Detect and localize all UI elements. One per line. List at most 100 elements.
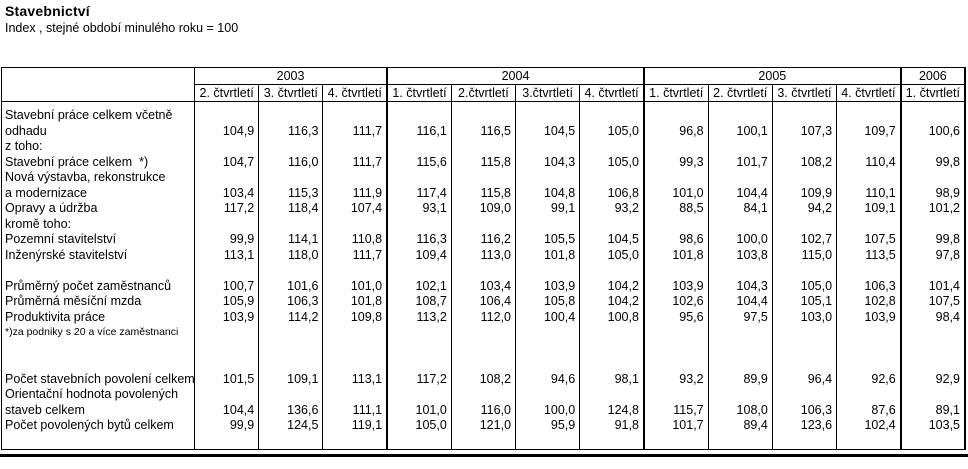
data-cell: 136,6 xyxy=(258,402,323,418)
data-cell: 93,2 xyxy=(642,371,709,387)
data-cell: 108,2 xyxy=(771,154,837,170)
data-cell xyxy=(707,169,773,185)
data-cell xyxy=(450,386,516,402)
data-cell: 111,7 xyxy=(322,123,388,139)
data-cell: 101,0 xyxy=(386,402,452,418)
data-cell xyxy=(899,216,965,232)
data-cell xyxy=(515,169,580,185)
data-cell xyxy=(771,386,837,402)
data-cell xyxy=(579,169,644,185)
data-cell xyxy=(642,107,709,123)
data-cell: 92,6 xyxy=(836,371,901,387)
data-cell xyxy=(579,138,644,154)
row-label: Inženýrské stavitelství xyxy=(5,247,128,262)
table-row: staveb celkem 104,4 136,6 111,1 101,0 116,0 10… xyxy=(2,402,965,418)
data-cell: 115,8 xyxy=(450,154,516,170)
data-cell xyxy=(579,107,644,123)
data-cell: 98,1 xyxy=(579,371,644,387)
data-cell xyxy=(322,355,388,371)
data-cell: 101,7 xyxy=(707,154,773,170)
data-cell: 100,8 xyxy=(579,309,644,325)
data-cell: 102,8 xyxy=(836,293,901,309)
data-cell: 104,3 xyxy=(515,154,580,170)
data-cell xyxy=(771,216,837,232)
data-cell xyxy=(579,324,644,340)
spacer-row xyxy=(2,101,965,108)
row-label: Průměrný počet zaměstnanců xyxy=(5,278,172,293)
data-cell: 105,0 xyxy=(579,123,644,139)
data-cell xyxy=(771,355,837,371)
data-cell xyxy=(579,355,644,371)
data-cell: 114,2 xyxy=(258,309,323,325)
data-cell: 105,0 xyxy=(579,247,644,263)
data-cell xyxy=(322,101,388,108)
data-cell xyxy=(707,262,773,278)
data-cell: 99,9 xyxy=(193,417,259,433)
data-cell xyxy=(258,138,323,154)
data-cell xyxy=(193,433,259,449)
data-cell xyxy=(642,169,709,185)
data-cell xyxy=(258,107,323,123)
data-cell: 103,4 xyxy=(193,185,259,201)
data-cell: 107,3 xyxy=(771,123,837,139)
data-cell: 93,1 xyxy=(386,200,452,216)
data-cell xyxy=(515,262,580,278)
data-cell: 104,4 xyxy=(707,185,773,201)
data-cell xyxy=(515,355,580,371)
data-cell xyxy=(642,355,709,371)
row-label: Nová výstavba, rekonstrukce xyxy=(5,170,166,185)
row-label: staveb celkem xyxy=(5,402,85,417)
data-cell: 88,5 xyxy=(642,200,709,216)
data-cell: 103,9 xyxy=(642,278,709,294)
data-cell: 93,2 xyxy=(579,200,644,216)
year-header: 2006 xyxy=(899,67,965,85)
data-cell: 104,2 xyxy=(579,293,644,309)
data-cell xyxy=(515,216,580,232)
data-cell xyxy=(642,340,709,356)
data-cell xyxy=(450,107,516,123)
data-cell xyxy=(771,169,837,185)
data-cell: 108,2 xyxy=(450,371,516,387)
quarter-header: 4. čtvrtletí xyxy=(579,84,644,102)
year-header: 2005 xyxy=(642,67,901,85)
data-cell: 105,8 xyxy=(515,293,580,309)
data-cell xyxy=(515,433,580,449)
year-header-row: 2003 2004 2005 2006 xyxy=(1,67,965,102)
data-cell: 111,7 xyxy=(322,247,388,263)
data-cell: 106,3 xyxy=(258,293,323,309)
data-cell xyxy=(193,355,259,371)
data-cell: 105,0 xyxy=(771,278,837,294)
data-cell: 89,9 xyxy=(707,371,773,387)
data-cell: 98,6 xyxy=(642,231,709,247)
data-cell xyxy=(386,216,452,232)
data-cell: 98,4 xyxy=(899,309,965,325)
data-cell xyxy=(707,386,773,402)
data-cell: 103,0 xyxy=(771,309,837,325)
table-row: Inženýrské stavitelství 113,1 118,0 111,7 10… xyxy=(2,247,965,263)
data-cell: 117,4 xyxy=(386,185,452,201)
data-cell xyxy=(322,169,388,185)
data-cell xyxy=(386,138,452,154)
data-cell: 100,4 xyxy=(515,309,580,325)
data-cell xyxy=(836,216,901,232)
table-row: z toho: xyxy=(2,138,965,154)
data-cell xyxy=(836,262,901,278)
data-cell: 103,4 xyxy=(450,278,516,294)
quarter-header: 2. čtvrtletí xyxy=(193,84,259,102)
data-cell: 110,1 xyxy=(836,185,901,201)
data-cell: 104,8 xyxy=(515,185,580,201)
data-cell: 99,1 xyxy=(515,200,580,216)
data-cell xyxy=(515,107,580,123)
data-cell: 105,0 xyxy=(386,417,452,433)
data-cell: 116,0 xyxy=(258,154,323,170)
data-cell: 106,4 xyxy=(450,293,516,309)
data-cell: 104,9 xyxy=(193,123,259,139)
row-label: Počet povolených bytů celkem xyxy=(5,418,174,433)
data-cell xyxy=(386,433,452,449)
data-cell: 108,7 xyxy=(386,293,452,309)
data-cell xyxy=(450,138,516,154)
data-cell: 100,0 xyxy=(515,402,580,418)
data-cell: 116,5 xyxy=(450,123,516,139)
data-cell: 96,8 xyxy=(642,123,709,139)
quarter-header: 3. čtvrtletí xyxy=(771,84,837,102)
